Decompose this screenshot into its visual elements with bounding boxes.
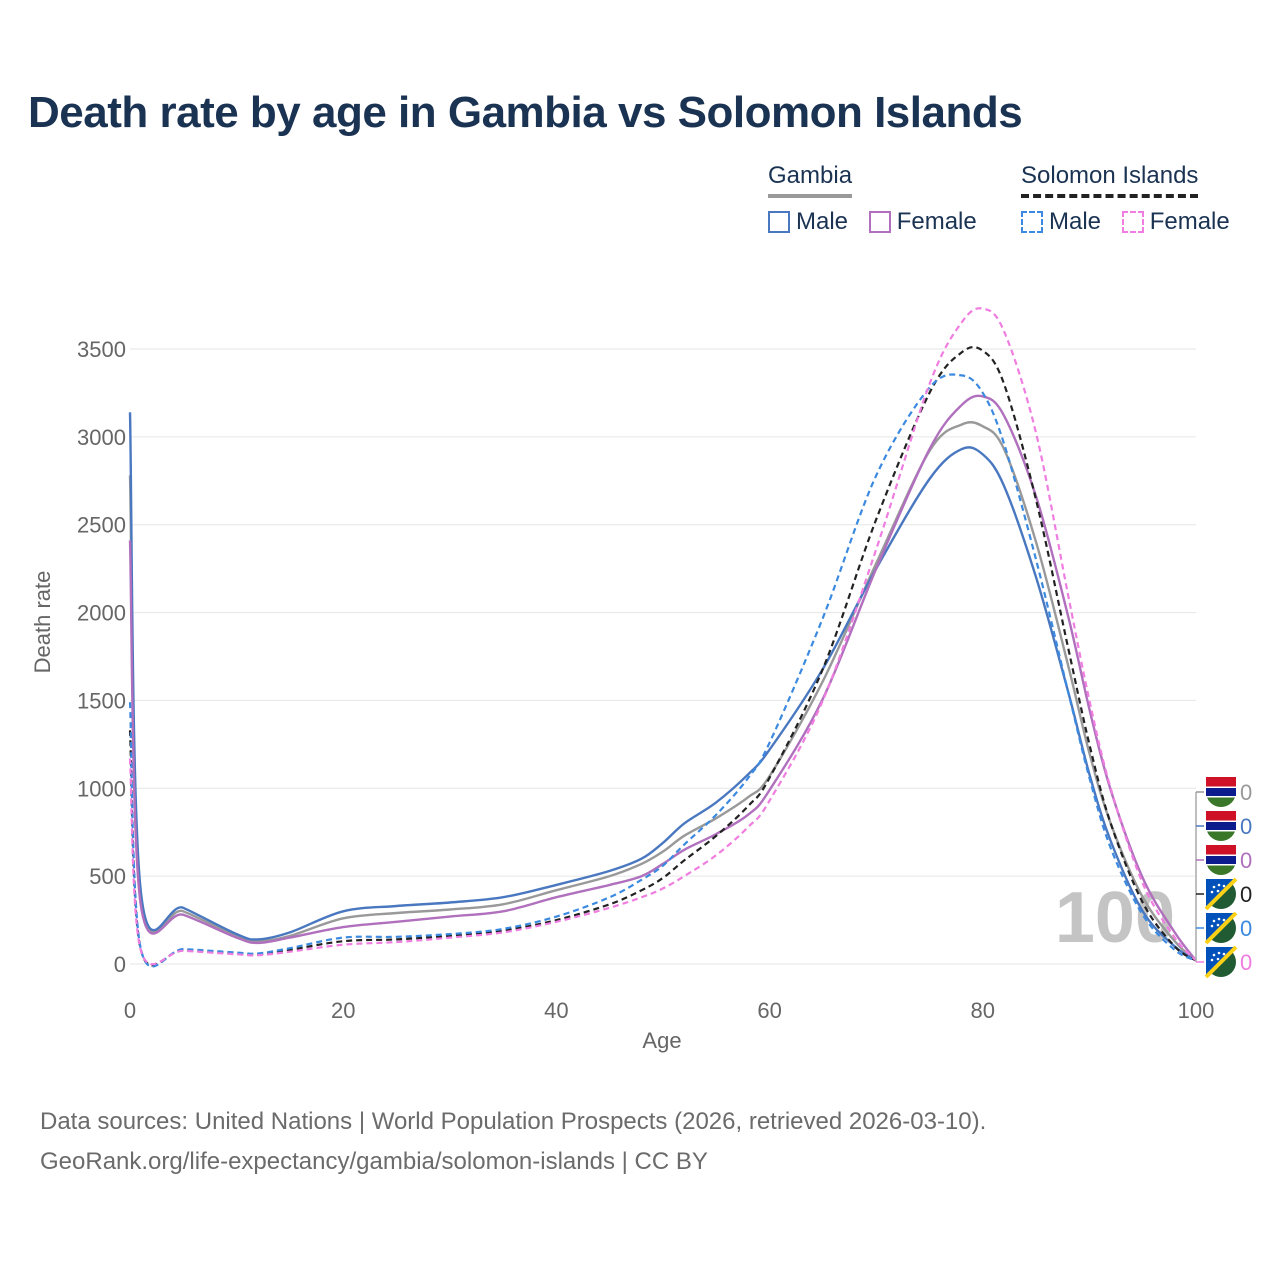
legend-item-gambia-female[interactable]: Female bbox=[868, 208, 977, 236]
x-tick-label: 0 bbox=[124, 998, 136, 1023]
legend-swatch bbox=[1121, 211, 1144, 233]
y-tick-label: 0 bbox=[114, 952, 126, 977]
gambia-flag-blue-band bbox=[1206, 788, 1236, 796]
legend-group-solomon-islands: Solomon Islands Male Female bbox=[1021, 162, 1244, 240]
gambia-flag-white-stripe bbox=[1206, 796, 1236, 798]
solomon-flag-yellow-stripe bbox=[1204, 945, 1238, 979]
x-axis-label: Age bbox=[642, 1028, 681, 1053]
gambia-flag-white-stripe bbox=[1206, 820, 1236, 822]
footer-attribution[interactable]: GeoRank.org/life-expectancy/gambia/solom… bbox=[40, 1148, 708, 1175]
y-tick-label: 3000 bbox=[77, 425, 126, 450]
solomon-flag-star bbox=[1216, 889, 1220, 893]
end-value-label: 0 bbox=[1240, 848, 1252, 873]
solomon-flag-star bbox=[1222, 884, 1226, 888]
legend-group-title: Solomon Islands bbox=[1021, 162, 1199, 198]
series-line-solomon-islands-female bbox=[128, 307, 1197, 966]
solomon-flag-star bbox=[1222, 918, 1226, 922]
x-tick-label: 80 bbox=[971, 998, 995, 1023]
y-tick-label: 500 bbox=[89, 864, 126, 889]
x-tick-label: 100 bbox=[1178, 998, 1215, 1023]
x-tick-label: 40 bbox=[544, 998, 568, 1023]
footer-sources: Data sources: United Nations | World Pop… bbox=[40, 1108, 987, 1135]
gambia-flag-white-stripe bbox=[1206, 786, 1236, 788]
y-tick-label: 2000 bbox=[77, 601, 126, 626]
legend-label: Female bbox=[1149, 208, 1230, 235]
chart-title: Death rate by age in Gambia vs Solomon I… bbox=[28, 88, 1023, 137]
end-value-label: 0 bbox=[1240, 916, 1252, 941]
x-tick-label: 20 bbox=[331, 998, 355, 1023]
solomon-flag-star bbox=[1216, 957, 1220, 961]
y-tick-label: 3500 bbox=[77, 337, 126, 362]
legend-group-title: Gambia bbox=[768, 162, 853, 198]
y-tick-label: 2500 bbox=[77, 513, 126, 538]
legend-label: Female bbox=[896, 208, 977, 235]
solomon-flag-star bbox=[1212, 885, 1216, 889]
legend-group-gambia: Gambia Male Female bbox=[768, 162, 991, 240]
end-value-label: 0 bbox=[1240, 780, 1252, 805]
solomon-flag-star bbox=[1216, 923, 1220, 927]
solomon-flag-yellow-stripe bbox=[1204, 911, 1238, 945]
solomon-flag-star bbox=[1217, 951, 1221, 955]
solomon-flag-star bbox=[1212, 919, 1216, 923]
legend-item-gambia-male[interactable]: Male bbox=[768, 208, 848, 236]
solomon-flag-star bbox=[1222, 952, 1226, 956]
legend-swatch bbox=[768, 211, 790, 233]
gambia-flag-white-stripe bbox=[1206, 854, 1236, 856]
y-tick-label: 1500 bbox=[77, 688, 126, 713]
solomon-flag-yellow-stripe bbox=[1204, 877, 1238, 911]
legend-item-solomon-female[interactable]: Female bbox=[1121, 208, 1230, 236]
gambia-flag-blue-band bbox=[1206, 822, 1236, 830]
solomon-flag-star bbox=[1210, 958, 1214, 962]
series-line-solomon-islands-total bbox=[128, 345, 1197, 967]
gambia-flag-white-stripe bbox=[1206, 830, 1236, 832]
gambia-flag-blue-band bbox=[1206, 856, 1236, 864]
solomon-flag-star bbox=[1210, 890, 1214, 894]
series-line-solomon-islands-male bbox=[128, 373, 1197, 968]
solomon-flag-star bbox=[1217, 883, 1221, 887]
solomon-flag-star bbox=[1212, 953, 1216, 957]
end-value-label: 0 bbox=[1240, 882, 1252, 907]
solomon-flag-star bbox=[1217, 917, 1221, 921]
end-value-label: 0 bbox=[1240, 950, 1252, 975]
x-tick-label: 60 bbox=[757, 998, 781, 1023]
series-line-gambia-female bbox=[128, 394, 1197, 962]
legend-item-solomon-male[interactable]: Male bbox=[1021, 208, 1101, 236]
legend-label: Male bbox=[796, 208, 849, 235]
legend-swatch bbox=[1021, 211, 1043, 233]
gambia-flag-white-stripe bbox=[1206, 864, 1236, 866]
series-line-gambia-total bbox=[128, 421, 1197, 962]
solomon-flag-star bbox=[1210, 924, 1214, 928]
y-axis-label: Death rate bbox=[30, 571, 55, 674]
y-tick-label: 1000 bbox=[77, 776, 126, 801]
end-value-label: 0 bbox=[1240, 814, 1252, 839]
legend-label: Male bbox=[1049, 208, 1102, 235]
legend-swatch bbox=[868, 211, 891, 233]
